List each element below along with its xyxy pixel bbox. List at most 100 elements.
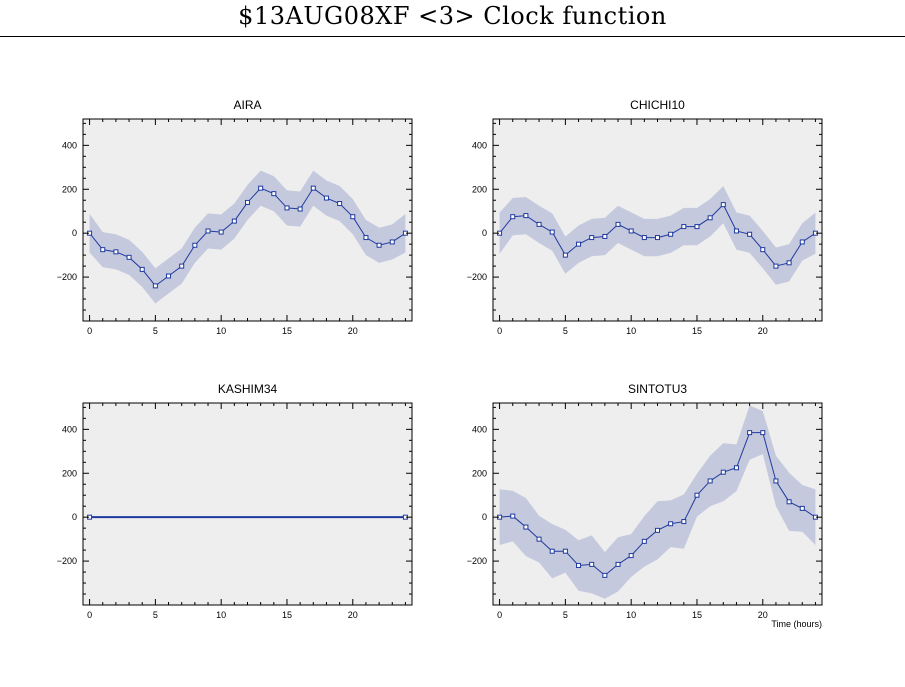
data-point <box>641 538 647 544</box>
x-tick-label: 20 <box>758 610 768 620</box>
y-tick-label: 400 <box>472 140 487 150</box>
data-point <box>655 235 660 241</box>
data-point <box>668 521 674 527</box>
data-point <box>655 527 660 533</box>
data-point <box>694 224 700 230</box>
data-point <box>218 229 224 235</box>
data-point <box>549 229 555 235</box>
y-tick-label: 0 <box>482 512 487 522</box>
data-point <box>523 213 529 219</box>
data-point <box>192 242 198 248</box>
data-point <box>562 548 568 554</box>
chart-panel-kashim34: KASHIM34 0 5 10 15 20 −200 0 200 400 <box>57 382 413 620</box>
data-point <box>126 254 132 260</box>
data-point <box>773 263 779 269</box>
data-point <box>389 239 395 245</box>
x-tick-label: 20 <box>348 326 358 336</box>
data-point <box>166 273 172 279</box>
x-tick-label: 0 <box>87 326 92 336</box>
data-point <box>760 430 766 436</box>
data-point <box>641 235 647 241</box>
y-tick-label: 400 <box>62 140 77 150</box>
x-tick-label: 0 <box>497 326 502 336</box>
chart-panel-chichi10: CHICHI10 0 5 10 15 20 −200 0 200 400 <box>467 98 823 336</box>
data-point <box>323 195 329 201</box>
chart-panel-sintotu3: SINTOTU3 0 5 10 15 20 −200 0 200 400 Time (hours) <box>467 382 823 629</box>
data-point <box>668 231 674 237</box>
data-point <box>100 247 106 253</box>
x-tick-label: 5 <box>563 326 568 336</box>
uncertainty-band <box>499 405 816 599</box>
data-point <box>707 215 713 221</box>
data-point <box>205 228 211 234</box>
x-tick-label: 20 <box>758 326 768 336</box>
panel-title: KASHIM34 <box>218 382 278 396</box>
data-point <box>179 263 185 269</box>
data-point <box>720 469 726 475</box>
x-axis-label: Time (hours) <box>771 619 822 629</box>
data-point <box>773 478 779 484</box>
x-tick-label: 10 <box>626 326 636 336</box>
data-point <box>510 214 516 220</box>
plot-area <box>83 403 412 605</box>
y-tick-label: −200 <box>467 556 487 566</box>
y-tick-label: 0 <box>72 512 77 522</box>
data-point <box>733 228 739 234</box>
x-tick-label: 5 <box>563 610 568 620</box>
data-point <box>536 536 542 542</box>
page-title: $13AUG08XF <3> Clock function <box>238 2 667 30</box>
data-point <box>760 247 766 253</box>
data-point <box>549 548 555 554</box>
y-tick-label: −200 <box>57 556 77 566</box>
data-point <box>258 185 264 191</box>
data-point <box>747 430 753 436</box>
y-tick-label: 0 <box>72 228 77 238</box>
data-point <box>245 199 250 205</box>
data-point <box>139 266 145 272</box>
data-point <box>694 492 700 498</box>
x-tick-label: 10 <box>216 610 226 620</box>
x-tick-label: 15 <box>282 610 292 620</box>
data-point <box>707 478 713 484</box>
x-tick-label: 15 <box>282 326 292 336</box>
data-point <box>231 218 237 224</box>
chart-panel-aira: AIRA 0 5 10 15 20 −200 0 200 400 <box>57 98 413 336</box>
data-point <box>786 499 792 505</box>
x-tick-label: 15 <box>692 610 702 620</box>
x-tick-label: 5 <box>153 326 158 336</box>
x-tick-label: 20 <box>348 610 358 620</box>
x-tick-label: 15 <box>692 326 702 336</box>
data-point <box>589 561 595 567</box>
y-tick-label: 200 <box>472 468 487 478</box>
y-tick-label: 400 <box>62 424 77 434</box>
uncertainty-band <box>89 170 406 304</box>
data-point <box>589 235 595 241</box>
data-point <box>681 224 687 230</box>
data-point <box>510 513 516 519</box>
data-point <box>628 553 634 559</box>
panel-title: AIRA <box>233 98 261 112</box>
data-point <box>602 233 608 239</box>
data-point <box>615 221 621 227</box>
y-tick-label: −200 <box>57 272 77 282</box>
data-point <box>297 206 303 212</box>
data-point <box>271 191 277 197</box>
y-tick-label: 400 <box>472 424 487 434</box>
y-tick-label: 200 <box>62 468 77 478</box>
panel-title: CHICHI10 <box>630 98 685 112</box>
data-point <box>799 505 805 511</box>
data-point <box>284 205 290 211</box>
y-tick-label: 200 <box>472 184 487 194</box>
y-tick-label: 0 <box>482 228 487 238</box>
x-tick-label: 0 <box>497 610 502 620</box>
data-point <box>733 465 739 471</box>
data-point <box>536 221 542 227</box>
data-point <box>799 239 805 245</box>
data-point <box>113 249 119 255</box>
panel-title: SINTOTU3 <box>628 382 687 396</box>
title-divider <box>0 36 905 37</box>
data-point <box>786 260 792 266</box>
data-point <box>363 235 369 241</box>
data-point <box>628 228 634 234</box>
